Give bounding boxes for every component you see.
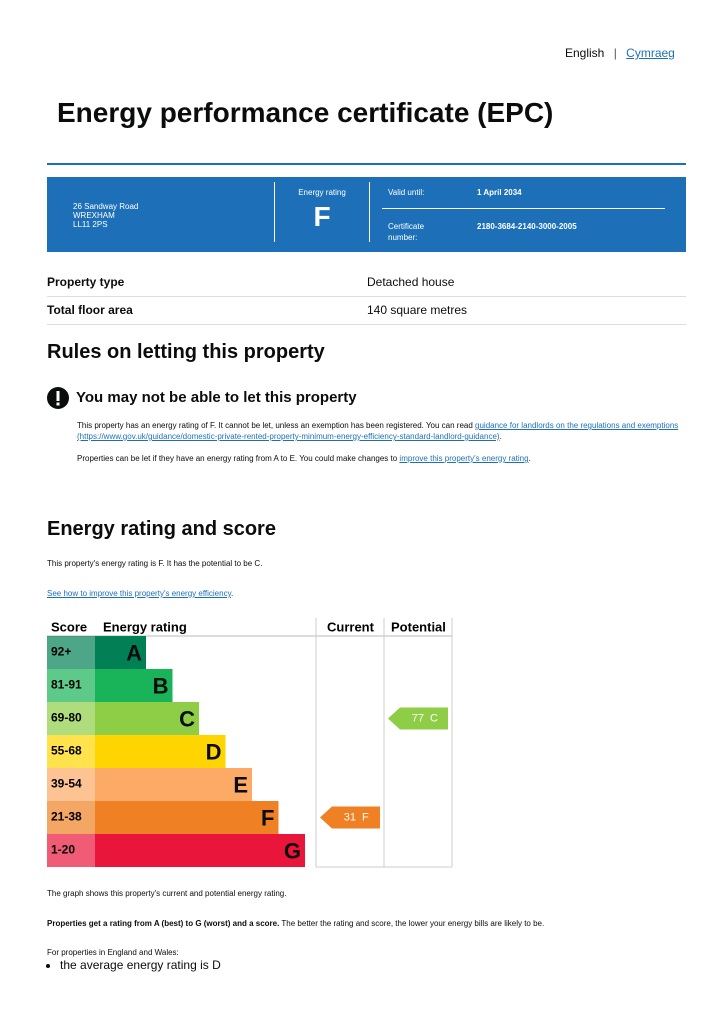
rating-arrow	[388, 707, 448, 730]
band-letter: F	[261, 805, 274, 830]
section-heading: Energy rating and score	[47, 518, 276, 540]
paragraph: This property has an energy rating of F.…	[77, 420, 682, 442]
text: This property has an energy rating of F.…	[77, 421, 476, 430]
paragraph: See how to improve this property's energ…	[47, 588, 233, 599]
score-range: 81-91	[51, 678, 82, 692]
score-cell	[47, 636, 95, 669]
section-heading: Rules on letting this property	[47, 341, 325, 363]
property-value: 140 square metres	[367, 303, 468, 317]
address-line: 26 Sandway Road	[73, 202, 139, 211]
rating-label: Energy rating	[298, 188, 346, 197]
paragraph: For properties in England and Wales:	[47, 948, 179, 957]
language-link[interactable]: Cymraeg	[626, 46, 675, 60]
link[interactable]: guidance for landlords on the regulation…	[77, 421, 679, 441]
summary-box: 26 Sandway Road WREXHAM LL11 2PS Energy …	[47, 177, 686, 252]
address-line: WREXHAM	[73, 211, 115, 220]
certificate-number: 2180-3684-2140-3000-2005	[477, 222, 577, 231]
link[interactable]: See how to improve this property's energ…	[47, 589, 231, 598]
text: .	[499, 432, 502, 441]
column-header: Current	[327, 619, 375, 634]
certificate-label: Certificate number:	[388, 222, 425, 242]
score-range: 21-38	[51, 810, 82, 824]
band-bar	[95, 801, 279, 834]
paragraph: This property's energy rating is F. It h…	[47, 559, 263, 568]
bullet-list: the average energy rating is D	[20, 958, 221, 972]
band-letter: E	[233, 772, 248, 797]
bullet: the average energy rating is D	[60, 958, 221, 972]
property-label: Total floor area	[47, 303, 133, 317]
property-value: Detached house	[367, 275, 455, 289]
score-cell	[47, 669, 95, 702]
paragraph: Properties can be let if they have an en…	[77, 453, 682, 464]
column-header: Potential	[391, 619, 446, 634]
bold-text: Properties get a rating from A (best) to…	[47, 919, 280, 928]
paragraph: Properties get a rating from A (best) to…	[47, 918, 544, 929]
language-current: English	[565, 46, 605, 60]
valid-until: 1 April 2034	[477, 188, 522, 197]
text: .	[231, 589, 234, 598]
band-bar	[95, 768, 252, 801]
arrow-score: 77	[412, 712, 424, 724]
score-range: 1-20	[51, 843, 75, 857]
arrow-score: 31	[344, 811, 356, 823]
score-cell	[47, 768, 95, 801]
band-bar	[95, 669, 173, 702]
paragraph: The graph shows this property's current …	[47, 889, 287, 898]
valid-label: Valid until:	[388, 188, 425, 197]
score-cell	[47, 834, 95, 867]
rating: F	[313, 201, 331, 232]
warning-icon	[47, 387, 69, 409]
band-letter: C	[179, 706, 195, 731]
score-cell	[47, 801, 95, 834]
band-bar	[95, 702, 199, 735]
column-header: Score	[51, 619, 87, 634]
column-header: Energy rating	[103, 619, 187, 634]
text: The better the rating and score, the low…	[279, 919, 545, 928]
score-range: 39-54	[51, 777, 82, 791]
rating-chart: Score Energy rating Current Potential 92+ A 81…	[47, 618, 453, 868]
score-range: 69-80	[51, 711, 82, 725]
score-range: 55-68	[51, 744, 82, 758]
address-line: LL11 2PS	[73, 220, 108, 229]
rating-arrow	[320, 806, 380, 829]
score-cell	[47, 702, 95, 735]
text: .	[528, 454, 531, 463]
band-bar	[95, 735, 226, 768]
page-title: Energy performance certificate (EPC)	[57, 97, 554, 128]
band-bar	[95, 834, 305, 867]
band-letter: G	[284, 838, 301, 863]
text: Properties can be let if they have an en…	[77, 454, 400, 463]
arrow-letter: C	[430, 712, 438, 724]
score-range: 92+	[51, 645, 71, 659]
band-letter: D	[206, 739, 222, 764]
band-letter: B	[153, 673, 169, 698]
arrow-letter: F	[362, 811, 369, 823]
language-switch: English | Cymraeg	[565, 46, 675, 60]
property-label: Property type	[47, 275, 125, 289]
score-cell	[47, 735, 95, 768]
link[interactable]: improve this property's energy rating	[399, 454, 529, 463]
warning-text: You may not be able to let this property	[76, 389, 357, 406]
band-letter: A	[126, 640, 142, 665]
band-bar	[95, 636, 146, 669]
